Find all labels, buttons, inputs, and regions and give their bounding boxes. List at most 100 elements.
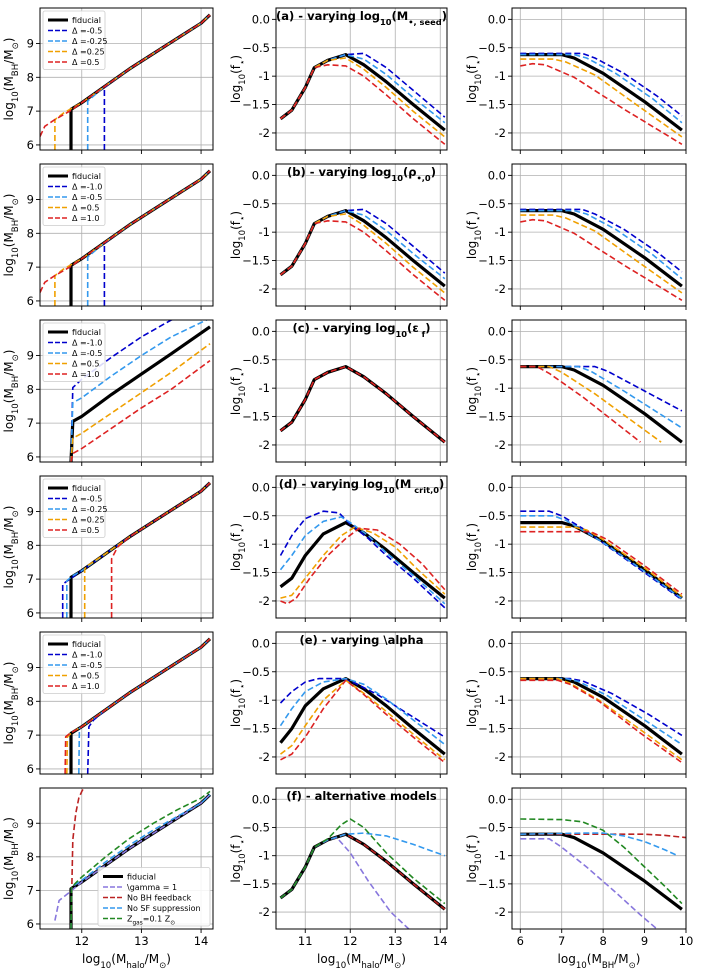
y-tick-label: 8 — [27, 538, 34, 552]
y-tick-label: -1 — [259, 537, 270, 551]
legend-label: Δ =-0.5 — [72, 193, 102, 202]
plot-frame — [511, 7, 687, 151]
y-tick-label: -1 — [495, 225, 506, 239]
plot-frame — [511, 319, 687, 463]
subplot-title: (e) - varying \alpha — [300, 633, 424, 647]
legend-label: Δ =-0.25 — [72, 37, 107, 46]
series-line-1 — [520, 52, 683, 117]
series-line-0 — [520, 520, 683, 600]
legend-label: \gamma = 1 — [127, 883, 177, 892]
y-tick-label: -2 — [495, 750, 506, 764]
y-tick-label: 0.0 — [252, 324, 270, 338]
legend-label: Δ =-0.25 — [72, 505, 107, 514]
legend-label: Δ =0.25 — [72, 516, 105, 525]
series-line-4 — [40, 14, 211, 137]
subplot-r3-c0: 6 7 8 9 log10(MBH/M⊙) fiducial Δ =-0.5Δ =-0.25… — [2, 475, 214, 622]
series-line-0 — [520, 209, 683, 288]
legend-label: Δ =0.5 — [72, 204, 99, 213]
subplot-title: (d) - varying log10(M crit,0) — [279, 477, 445, 495]
y-tick-label: 0.0 — [252, 480, 270, 494]
x-tick-label: 10 — [679, 934, 694, 948]
y-tick-label: 8 — [27, 850, 34, 864]
y-tick-label: -1 — [259, 849, 270, 863]
y-tick-label: −0.5 — [478, 665, 506, 679]
plot-frame — [39, 787, 214, 930]
x-axis-label: log10(MBH/M⊙) — [558, 952, 641, 969]
y-tick-label: 0.0 — [488, 792, 506, 806]
legend-label: Δ =-1.0 — [72, 339, 102, 348]
legend-label: Δ =1.0 — [72, 370, 99, 379]
series-line-4 — [280, 818, 446, 905]
series-line-2 — [279, 516, 446, 605]
subplot-title: (c) - varying log10(ε f) — [293, 321, 431, 339]
y-tick-label: −0.5 — [478, 41, 506, 55]
series-line-3 — [280, 526, 446, 599]
subplot-r1-c0: 6 7 8 9 log10(MBH/M⊙) fiducial Δ =-1.0Δ =-0.5 Δ… — [2, 163, 214, 310]
y-tick-label: −1.5 — [242, 254, 270, 268]
x-tick-label: 7 — [558, 934, 565, 948]
x-tick-label: 6 — [517, 934, 524, 948]
legend: fiducial Δ =-0.5Δ =-0.25 Δ =0.25Δ =0.5 — [42, 10, 107, 70]
legend-label: fiducial — [72, 484, 101, 493]
y-tick-label: 0.0 — [488, 12, 506, 26]
y-axis-label: log10(MBH/M⊙) — [2, 38, 21, 121]
legend-label: Δ =1.0 — [72, 214, 99, 223]
legend: fiducial Δ =-0.5Δ =-0.25 Δ =0.25Δ =0.5 — [42, 478, 107, 538]
y-tick-label: −1.5 — [242, 566, 270, 580]
legend-label: fiducial — [72, 640, 101, 649]
plot-frame — [275, 787, 448, 930]
series-line-1 — [280, 836, 410, 929]
series-line-2 — [520, 53, 683, 124]
y-tick-label: -2 — [259, 282, 270, 296]
y-tick-label: -2 — [495, 282, 506, 296]
y-tick-label: -1 — [259, 69, 270, 83]
series-line-3 — [520, 832, 679, 857]
subplot-r1-c1: 0.0 −0.5 -1 −1.5 -2 log10(f⋆) (b) - varying lo… — [229, 163, 448, 310]
legend-label: Δ =0.5 — [72, 526, 99, 535]
subplot-r2-c2: 0.0 −0.5 -1 −1.5 -2 log10(f⋆) — [465, 319, 687, 466]
y-tick-label: −0.5 — [242, 41, 270, 55]
x-tick-label: 13 — [134, 934, 149, 948]
y-tick-label: 0.0 — [252, 792, 270, 806]
series-line-4 — [110, 482, 211, 618]
y-tick-label: 7 — [27, 416, 34, 430]
series-line-0 — [520, 676, 683, 756]
series-line-1 — [520, 677, 683, 737]
y-axis-label: log10(f⋆) — [465, 211, 484, 259]
x-axis-label: log10(Mhalo/M⊙) — [317, 952, 406, 969]
y-axis-label: log10(f⋆) — [465, 55, 484, 103]
y-axis-label: log10(MBH/M⊙) — [2, 817, 21, 900]
subplot-r3-c1: 0.0 −0.5 -1 −1.5 -2 log10(f⋆) (d) - varying lo… — [229, 475, 448, 622]
y-axis-label: log10(MBH/M⊙) — [2, 350, 21, 433]
y-tick-label: 7 — [27, 104, 34, 118]
series-line-4 — [520, 679, 683, 764]
subplot-r0-c0: 6 7 8 9 log10(MBH/M⊙) fiducial Δ =-0.5Δ =-0.25… — [2, 7, 214, 154]
y-tick-label: −1.5 — [478, 98, 506, 112]
series-line-3 — [520, 58, 683, 138]
legend-label: fiducial — [72, 328, 101, 337]
y-tick-label: 6 — [27, 762, 34, 776]
series-line-3 — [520, 365, 662, 443]
series-line-1 — [103, 14, 211, 150]
y-tick-label: -2 — [259, 905, 270, 919]
series-line-3 — [520, 526, 683, 598]
subplot-title: (f) - alternative models — [286, 789, 437, 803]
subplot-r4-c0: 6 7 8 9 log10(MBH/M⊙) fiducial Δ =-1.0Δ =-0.5 Δ… — [2, 631, 214, 778]
legend-label: No BH feedback — [127, 894, 192, 903]
series-line-1 — [279, 677, 446, 738]
series-line-2 — [520, 833, 686, 839]
series-line-2 — [520, 365, 683, 429]
y-tick-label: 6 — [27, 450, 34, 464]
y-tick-label: −0.5 — [242, 820, 270, 834]
series-line-2 — [279, 677, 446, 746]
subplot-r5-c0: 12 13 14 6 7 8 9 log10(MBH/M⊙) log10(Mhalo/M⊙) fi… — [2, 787, 214, 969]
legend-label: fiducial — [72, 172, 101, 181]
y-tick-label: -1 — [259, 225, 270, 239]
subplot-r5-c1: 11 12 13 14 0.0 −0.5 -1 −1.5 -2 log10(f⋆) log10(Mh… — [229, 787, 448, 969]
series-line-4 — [70, 790, 211, 929]
legend-label: Zgas=0.1 Z⊙ — [127, 915, 175, 927]
y-tick-label: −1.5 — [242, 722, 270, 736]
y-axis-label: log10(f⋆) — [229, 55, 248, 103]
y-axis-label: log10(f⋆) — [229, 834, 248, 882]
y-tick-label: -1 — [495, 693, 506, 707]
